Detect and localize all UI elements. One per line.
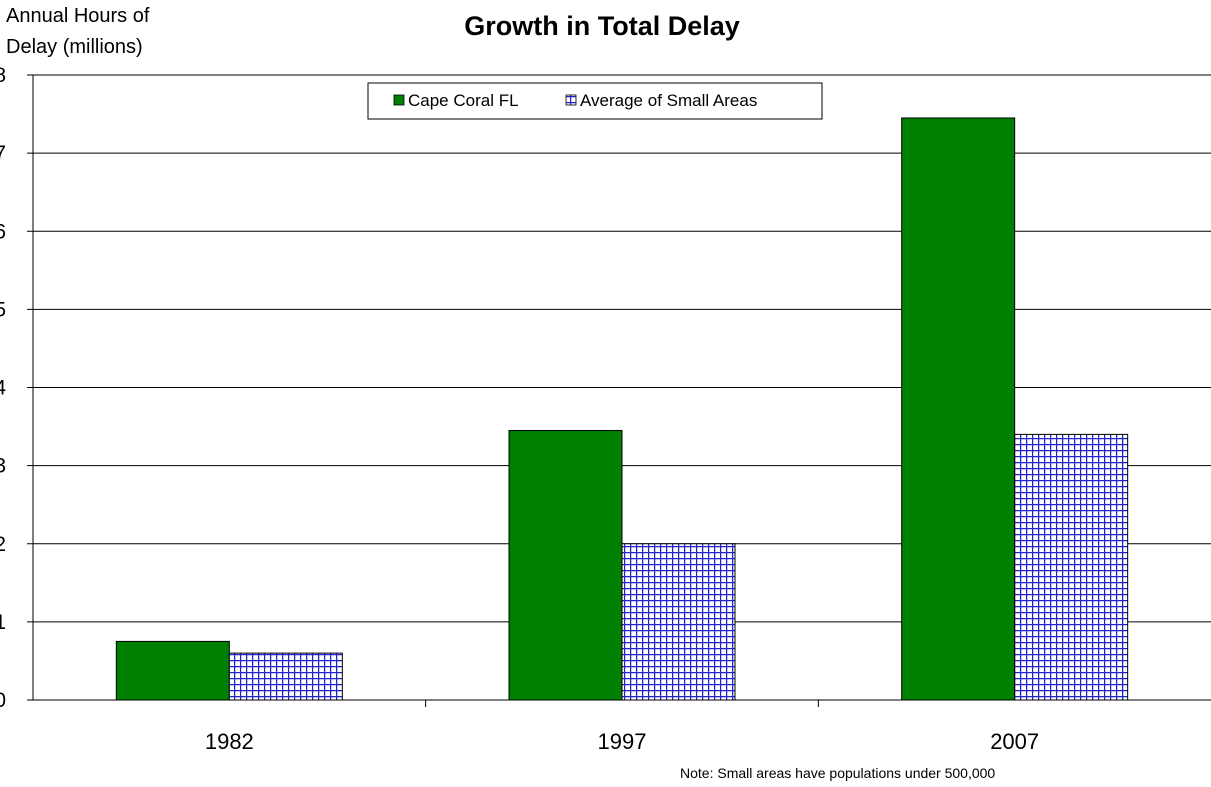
- bar-cape-coral-2007: [901, 117, 1016, 701]
- legend-label-small-areas: Average of Small Areas: [580, 91, 757, 110]
- chart-title: Growth in Total Delay: [464, 11, 740, 41]
- legend-swatch-small-areas: [565, 94, 577, 106]
- legend-label-cape-coral: Cape Coral FL: [408, 91, 519, 110]
- bar-small-areas-1982: [228, 652, 343, 701]
- y-tick-label: 7: [0, 142, 6, 165]
- legend: Cape Coral FL Average of Small Areas: [367, 82, 823, 120]
- legend-swatch-cape-coral: [393, 94, 405, 106]
- chart-note: Note: Small areas have populations under…: [680, 765, 995, 781]
- x-category-label: 2007: [990, 729, 1039, 754]
- y-tick-label: 2: [0, 533, 6, 556]
- y-tick-label: 0: [0, 689, 6, 712]
- bar-cape-coral-1982: [115, 640, 230, 701]
- y-tick-label: 3: [0, 455, 6, 478]
- y-tick-label: 1: [0, 611, 6, 634]
- x-category-label: 1997: [598, 729, 647, 754]
- bar-cape-coral-1997: [508, 429, 623, 701]
- y-tick-label: 5: [0, 298, 6, 321]
- x-category-label: 1982: [205, 729, 254, 754]
- y-tick-label: 4: [0, 377, 6, 400]
- bar-small-areas-1997: [621, 543, 736, 701]
- y-tick-label: 8: [0, 64, 6, 87]
- bar-small-areas-2007: [1014, 433, 1129, 701]
- y-axis-label-line2: Delay (millions): [6, 36, 143, 58]
- y-axis-label-line1: Annual Hours of: [6, 5, 150, 27]
- y-tick-label: 6: [0, 220, 6, 243]
- legend-box: [367, 82, 823, 120]
